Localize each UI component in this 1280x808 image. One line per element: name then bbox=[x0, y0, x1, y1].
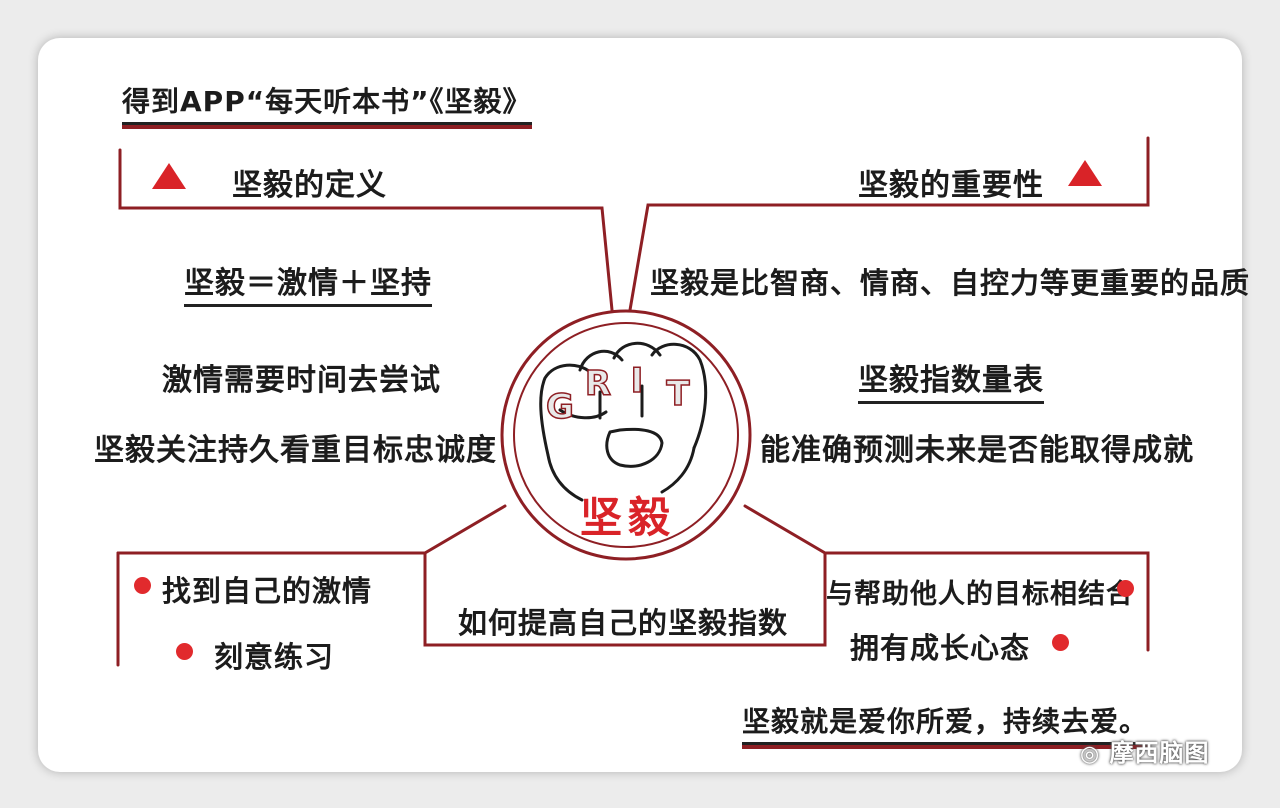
improve-right-item-1: 与帮助他人的目标相结合 bbox=[826, 579, 1134, 610]
improve-right-item-2: 拥有成长心态 bbox=[850, 631, 1031, 665]
footer-quote: 坚毅就是爱你所爱，持续去爱。 bbox=[742, 700, 1148, 742]
knuckle-letter: T bbox=[666, 374, 690, 414]
knuckle-letter: G bbox=[546, 387, 574, 427]
definition-line-2: 坚毅关注持久看重目标忠诚度 bbox=[94, 433, 497, 468]
bullet-dot-icon bbox=[176, 643, 193, 660]
wechat-icon: ◎ bbox=[1080, 742, 1101, 767]
triangle-bullet-icon bbox=[1068, 160, 1102, 186]
knuckle-letter: I bbox=[631, 361, 644, 401]
bullet-dot-icon bbox=[1117, 580, 1134, 597]
mindmap-card bbox=[38, 38, 1242, 772]
importance-heading: 坚毅的重要性 bbox=[858, 168, 1044, 203]
improve-left-item-1: 找到自己的激情 bbox=[162, 574, 373, 608]
scale-title: 坚毅指数量表 bbox=[858, 355, 1044, 404]
knuckle-letter: R bbox=[585, 364, 611, 404]
page-title: 得到APP“每天听本书”《坚毅》 bbox=[122, 80, 532, 122]
bullet-dot-icon bbox=[134, 577, 151, 594]
definition-formula: 坚毅＝激情＋坚持 bbox=[184, 258, 432, 307]
center-circle-inner bbox=[513, 322, 739, 548]
center-circle-outer bbox=[500, 309, 752, 561]
branch-improve-line bbox=[423, 504, 827, 647]
triangle-bullet-icon bbox=[152, 163, 186, 189]
definition-heading: 坚毅的定义 bbox=[232, 168, 387, 203]
branch-importance-line bbox=[628, 136, 1150, 312]
importance-line-2: 能准确预测未来是否能取得成就 bbox=[760, 433, 1194, 468]
watermark-text: 摩西脑图 bbox=[1109, 739, 1210, 767]
importance-line-1: 坚毅是比智商、情商、自控力等更重要的品质 bbox=[650, 266, 1251, 300]
center-label: 坚毅 bbox=[580, 493, 676, 542]
improve-left-item-2: 刻意练习 bbox=[214, 640, 335, 674]
improve-right-line bbox=[823, 551, 1150, 652]
bullet-dot-icon bbox=[1052, 634, 1069, 651]
fist-icon bbox=[539, 341, 708, 502]
improve-heading: 如何提高自己的坚毅指数 bbox=[458, 606, 789, 640]
branch-definition-line bbox=[118, 148, 614, 312]
watermark: ◎ 摩西脑图 bbox=[1080, 733, 1210, 768]
definition-line-1: 激情需要时间去尝试 bbox=[162, 363, 441, 398]
